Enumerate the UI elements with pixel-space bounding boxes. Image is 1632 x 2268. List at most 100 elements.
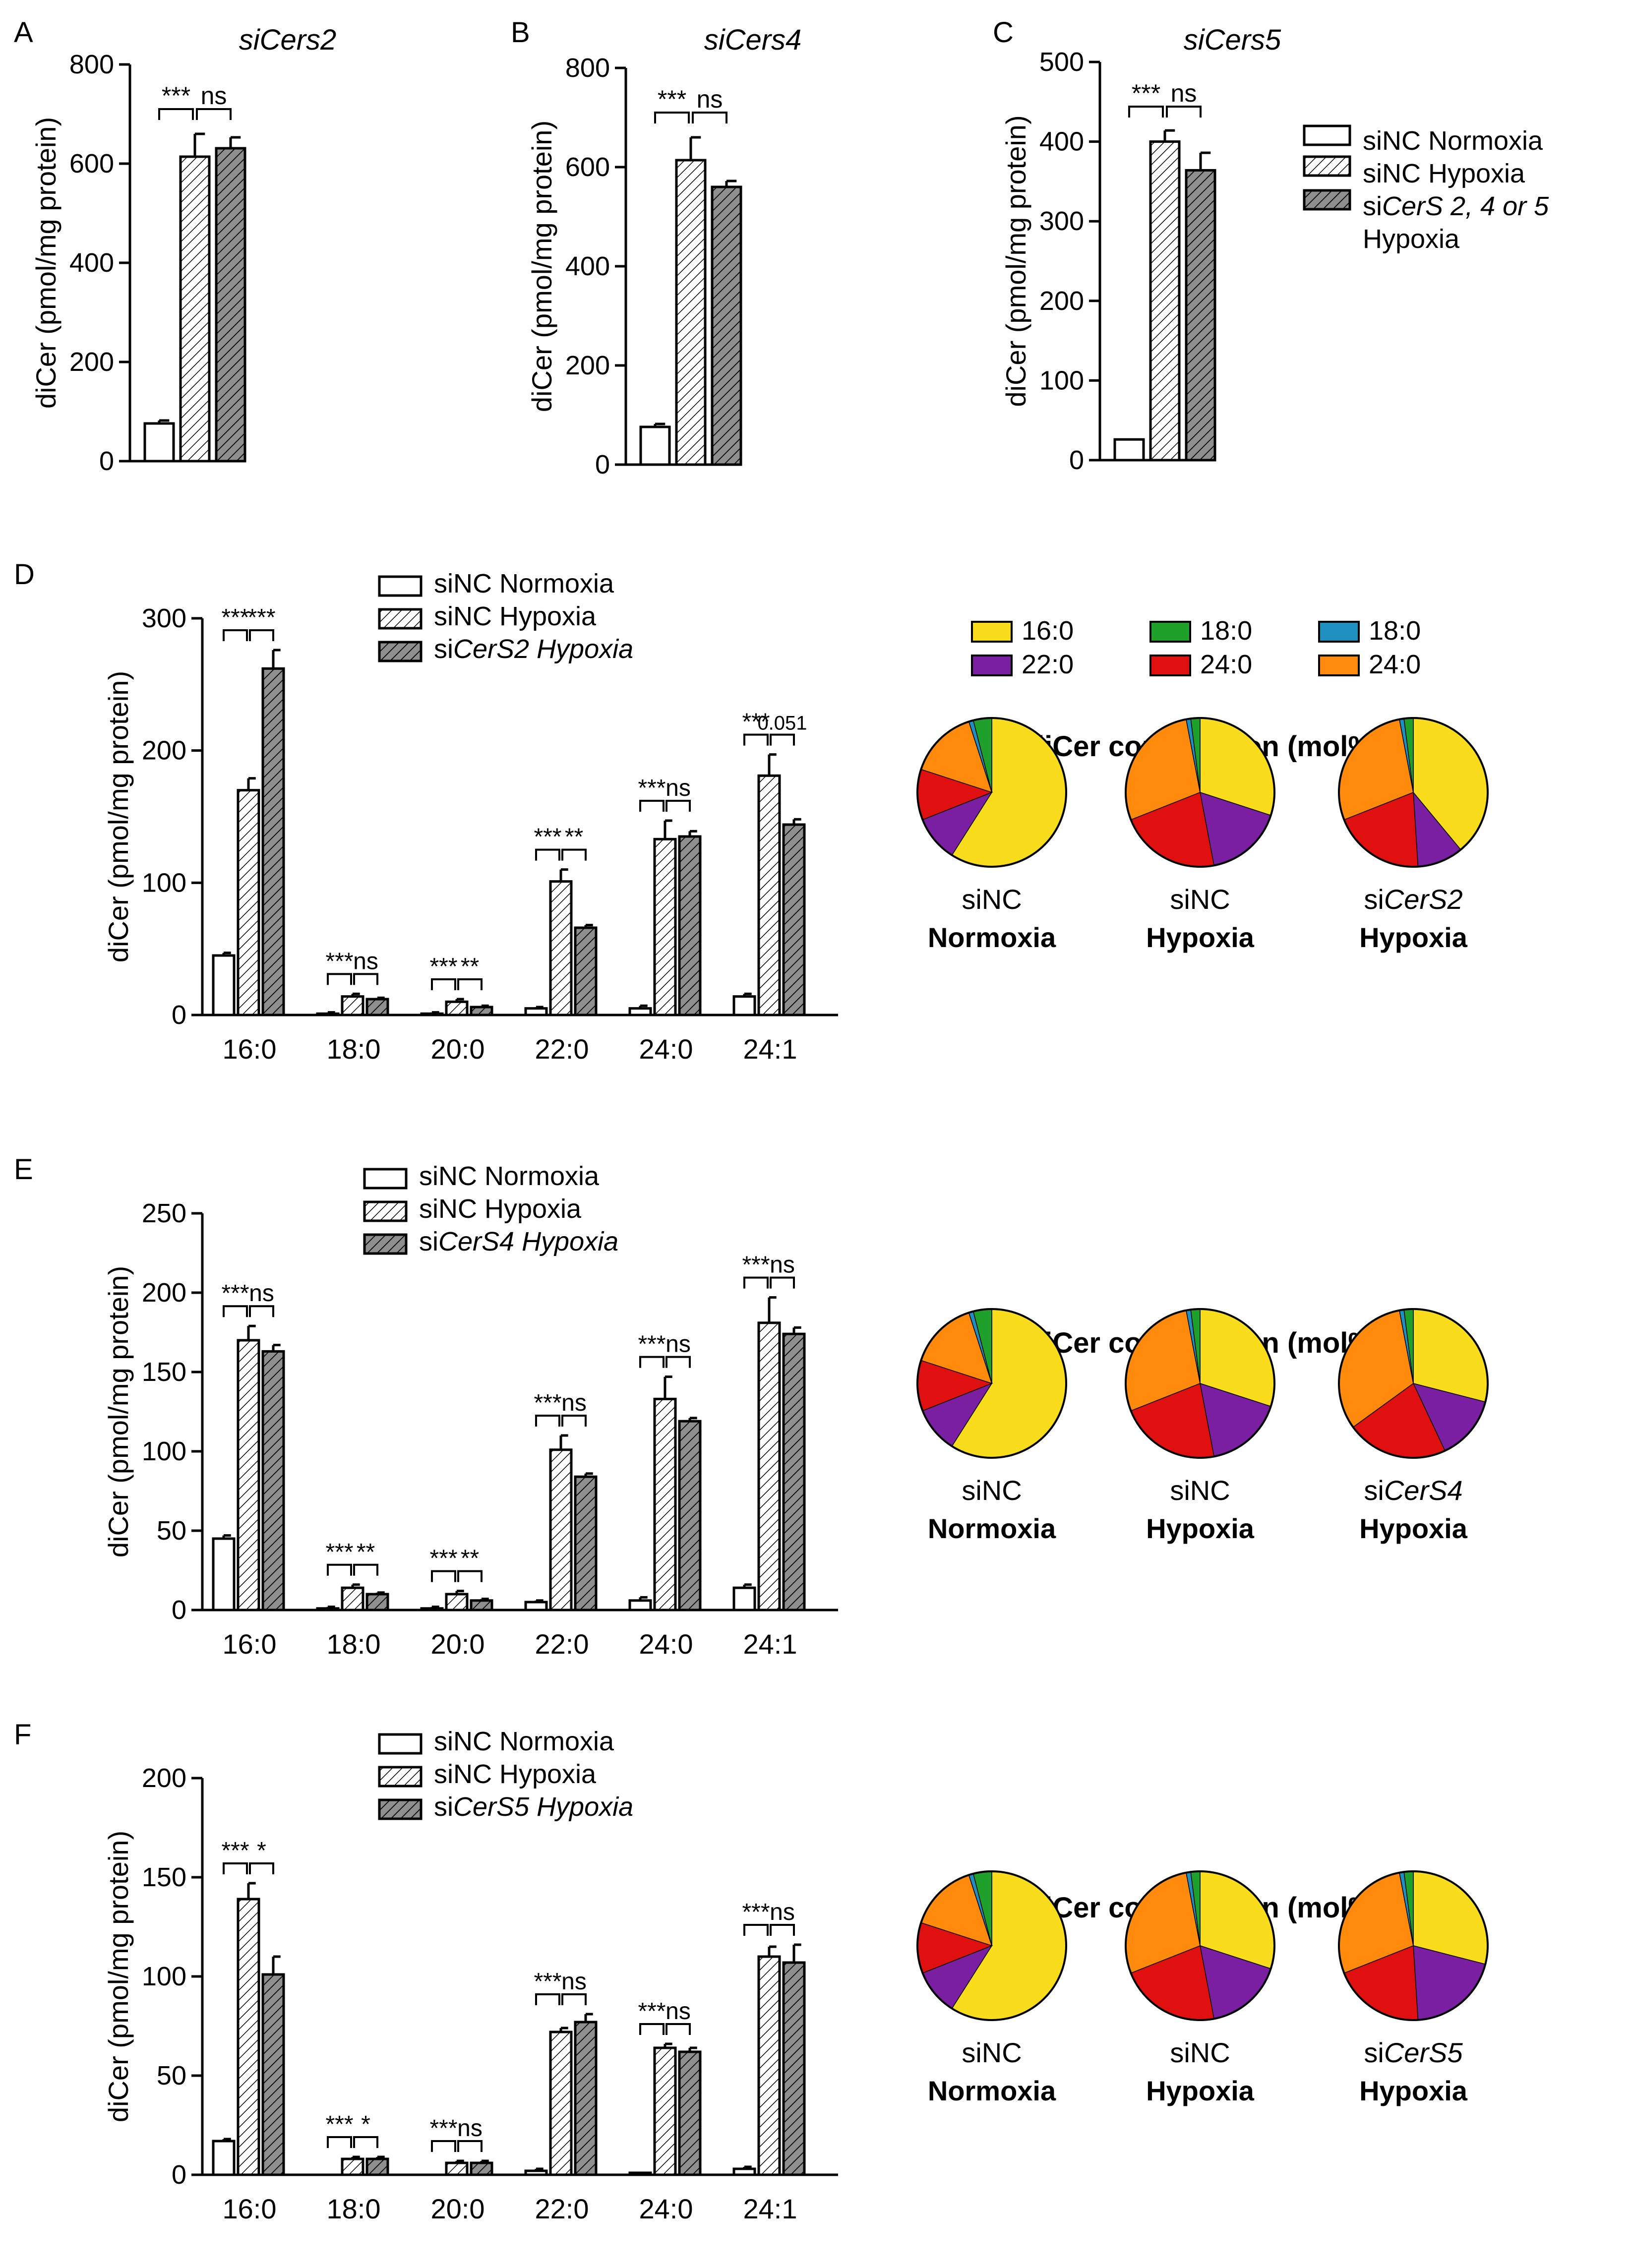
bar	[549, 2030, 573, 2176]
significance-label: 0.051	[757, 713, 807, 734]
bar	[732, 2167, 756, 2176]
panel-letter: E	[14, 1153, 33, 1186]
x-tick-label: 18:0	[327, 1033, 381, 1065]
significance-label: ***	[221, 604, 249, 631]
significance-bracket	[457, 2140, 483, 2152]
y-tick-label: 50	[157, 2061, 186, 2090]
panel-letter: D	[14, 558, 35, 591]
significance-bracket	[692, 112, 727, 123]
bar	[757, 1321, 781, 1611]
y-tick-label: 0	[172, 1595, 186, 1625]
x-tick-label: 22:0	[535, 1033, 589, 1065]
bar	[549, 880, 573, 1016]
legend-swatch	[378, 641, 423, 662]
pie-condition: Normoxia	[928, 2075, 1056, 2106]
y-tick-label: 100	[142, 868, 186, 897]
pie-legend-swatch	[1318, 621, 1360, 643]
pie-legend-label: 22:0	[1022, 650, 1074, 679]
pie-label: siNC	[1170, 1475, 1230, 1506]
bar	[524, 2169, 548, 2176]
y-tick-label: 150	[142, 1357, 186, 1387]
y-tick-label: 100	[142, 1962, 186, 1991]
significance-label: ***	[429, 2115, 457, 2142]
x-tick-label: 22:0	[535, 1628, 589, 1660]
bar	[470, 1006, 493, 1016]
pie-outline	[916, 717, 1067, 868]
significance-label: ***	[534, 1390, 561, 1416]
significance-bracket	[249, 1862, 274, 1874]
legend-swatch	[1303, 189, 1351, 211]
significance-label: ns	[561, 1969, 587, 1995]
pie-outline	[1125, 1870, 1275, 2021]
significance-label: ***	[638, 775, 665, 801]
bar	[445, 2161, 469, 2176]
pie-label: siCerS5	[1364, 2037, 1463, 2068]
significance-label: ***	[325, 2111, 353, 2138]
significance-label: ns	[665, 1998, 691, 2025]
y-axis-label: diCer (pmol/mg protein)	[103, 671, 134, 962]
bar	[179, 155, 211, 463]
y-tick-label: 0	[1069, 445, 1084, 475]
significance-bracket	[639, 1356, 665, 1368]
significance-label: ***	[221, 1280, 249, 1307]
y-tick-label: 150	[142, 1862, 186, 1892]
pie-label: siNC	[962, 2037, 1022, 2068]
y-tick-label: 0	[172, 2160, 186, 2190]
legend-label: siNC Hypoxia	[1363, 159, 1525, 188]
significance-label: ***	[325, 1539, 353, 1565]
significance-label: ns	[201, 82, 227, 110]
significance-label: **	[357, 1539, 375, 1565]
legend-swatch	[1303, 155, 1351, 177]
legend-swatch	[378, 575, 423, 597]
x-tick-label: 24:0	[639, 2193, 693, 2224]
bar	[212, 1537, 236, 1611]
bar	[678, 2050, 702, 2176]
significance-label: ***	[247, 604, 275, 631]
significance-label: ns	[561, 1390, 587, 1416]
y-axis-label: diCer (pmol/mg protein)	[526, 120, 557, 412]
bar	[574, 1475, 598, 1611]
bar	[639, 425, 671, 466]
significance-label: ns	[457, 2115, 483, 2142]
significance-bracket	[743, 1924, 769, 1936]
legend-label: siNC Normoxia	[1363, 126, 1543, 156]
bar	[420, 1012, 444, 1016]
pie-outline	[1125, 1308, 1275, 1459]
significance-bracket	[770, 1924, 795, 1936]
bar	[237, 789, 260, 1016]
pie-outline	[1338, 1308, 1489, 1459]
pie-outline	[1338, 717, 1489, 868]
bar	[212, 954, 236, 1016]
legend-swatch	[363, 1233, 408, 1255]
panel-letter: F	[14, 1719, 31, 1751]
significance-label: ***	[429, 1546, 457, 1572]
pie-condition: Hypoxia	[1146, 1513, 1255, 1544]
legend-label: Hypoxia	[1363, 224, 1460, 254]
pie-group: diCer composition (mol%)siNCNormoxiasiNC…	[916, 1308, 1489, 1544]
significance-bracket	[561, 1993, 587, 2005]
pie-label: siCerS2	[1364, 884, 1462, 915]
pie-legend-swatch	[971, 621, 1013, 643]
significance-label: ***	[162, 82, 190, 110]
bar	[237, 1339, 260, 1611]
significance-bracket	[223, 1305, 248, 1317]
legend-swatch	[363, 1168, 408, 1190]
bar	[757, 774, 781, 1016]
x-tick-label: 16:0	[223, 2193, 277, 2224]
legend-swatch	[378, 1733, 423, 1755]
pie-condition: Hypoxia	[1146, 2075, 1255, 2106]
significance-bracket	[535, 1415, 560, 1427]
bar	[341, 2157, 364, 2176]
legend-swatch	[378, 1798, 423, 1820]
panel-letter: B	[511, 16, 530, 49]
x-tick-label: 18:0	[327, 1628, 381, 1660]
panel-letter: C	[993, 16, 1014, 49]
bar	[420, 1607, 444, 1611]
significance-label: ***	[534, 1969, 561, 1995]
panel-letter: A	[14, 16, 33, 49]
pie-legend-label: 16:0	[1022, 616, 1074, 646]
legend-label: siNC Hypoxia	[434, 1759, 597, 1789]
